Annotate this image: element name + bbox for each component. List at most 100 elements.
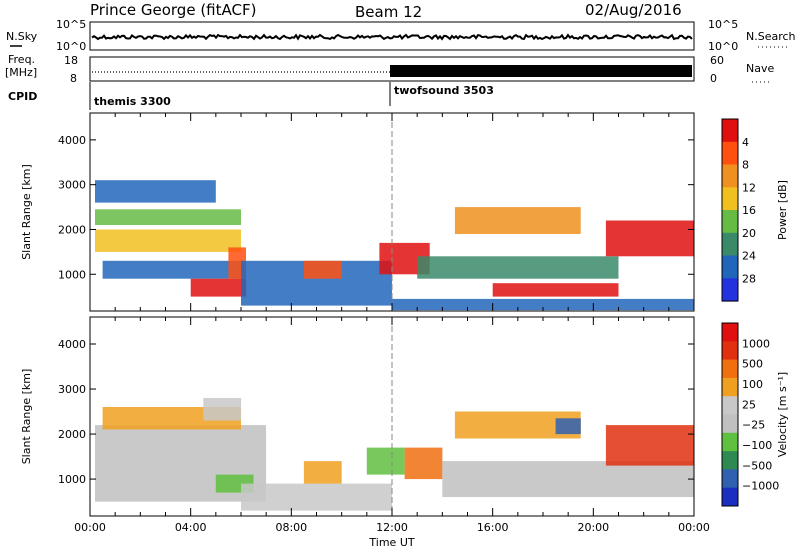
velocity-ytick-label: 4000	[58, 338, 86, 351]
nsky-trace	[91, 33, 693, 41]
velocity-xtick-label: 08:00	[275, 521, 307, 534]
freq-label-line2: [MHz]	[5, 66, 37, 79]
velocity-colorbar-segment	[722, 377, 738, 397]
station-title: Prince George (fitACF)	[90, 1, 256, 19]
freq-tick-bottom: 8	[70, 72, 77, 85]
velocity-xtick-label: 12:00	[376, 521, 408, 534]
power-colorbar-tick: 20	[742, 227, 756, 240]
velocity-colorbar-segment	[722, 323, 738, 342]
power-region-10	[492, 283, 619, 297]
nsky-label: N.Sky	[6, 30, 38, 43]
beam-title: Beam 12	[355, 3, 422, 21]
power-colorbar-segment	[722, 187, 738, 211]
velocity-region-2	[203, 398, 242, 421]
power-region-13	[392, 298, 694, 311]
nsearch-tick-top: 10^5	[708, 18, 738, 31]
nsky-tick-top: 10^5	[56, 18, 86, 31]
velocity-colorbar-segment	[722, 469, 738, 489]
velocity-colorbar-segment	[722, 451, 738, 470]
freq-strip-frame	[89, 56, 695, 82]
velocity-xtick-label: 00:00	[678, 521, 710, 534]
velocity-xtick-label: 16:00	[477, 521, 509, 534]
velocity-region-8	[442, 461, 694, 498]
power-ytick-label: 1000	[58, 268, 86, 281]
power-colorbar-frame	[721, 118, 739, 302]
velocity-xtick-label: 20:00	[577, 521, 609, 534]
nsky-trace-line	[91, 33, 693, 41]
cpid-segment-2: twofsound 3503	[394, 84, 494, 97]
power-colorbar-segment	[722, 255, 738, 279]
velocity-colorbar-tick: 500	[742, 358, 763, 371]
velocity-region-6	[366, 447, 405, 475]
velocity-colorbar-segment	[722, 487, 738, 507]
power-colorbar-segment	[722, 141, 738, 166]
power-region-4	[190, 278, 247, 297]
power-colorbar-segment	[722, 119, 738, 143]
power-colorbar-segment	[722, 232, 738, 257]
power-colorbar-segment	[722, 278, 738, 302]
velocity-colorbar-segment	[722, 414, 738, 434]
cpid-segment-1: themis 3300	[94, 95, 171, 108]
velocity-region-11	[605, 425, 694, 466]
velocity-region-5	[303, 461, 342, 484]
power-region-11	[454, 207, 581, 234]
power-region-2	[95, 180, 216, 203]
velocity-colorbar-tick: −1000	[742, 480, 779, 493]
nsky-strip-frame	[89, 21, 695, 51]
freq-tick-top: 18	[64, 54, 78, 67]
velocity-colorbar-label: Velocity [m s⁻¹]	[776, 372, 789, 457]
velocity-region-10	[555, 418, 581, 435]
velocity-xtick-label: 04:00	[175, 521, 207, 534]
power-region-9	[417, 256, 619, 279]
velocity-xtick-label: 00:00	[74, 521, 106, 534]
freq-label-line1: Freq.	[8, 53, 35, 66]
power-region-3	[102, 260, 241, 279]
power-region-7	[303, 260, 342, 279]
velocity-colorbar-segment	[722, 359, 738, 379]
nave-block-trace	[390, 65, 692, 77]
power-colorbar-tick: 12	[742, 181, 756, 194]
power-ytick-label: 3000	[58, 179, 86, 192]
power-panel: 1000 2000 3000 4000 Slant Range [km] 4 8 12 16 20…	[20, 112, 789, 312]
velocity-ylabel: Slant Range [km]	[20, 369, 33, 465]
power-colorbar-tick: 24	[742, 250, 756, 263]
power-colorbar-tick: 16	[742, 204, 756, 217]
nsky-tick-bottom: 10^0	[56, 40, 86, 53]
power-ytick-label: 2000	[58, 223, 86, 236]
power-colorbar-tick: 8	[742, 159, 749, 172]
power-region-12	[605, 220, 694, 257]
velocity-colorbar-tick: −100	[742, 439, 772, 452]
power-colorbar-tick: 28	[742, 272, 756, 285]
nave-tick-bottom: 0	[710, 72, 717, 85]
velocity-colorbar-segment	[722, 432, 738, 452]
velocity-colorbar-segment	[722, 396, 738, 415]
velocity-colorbar-tick: −25	[742, 419, 765, 432]
velocity-ytick-label: 3000	[58, 383, 86, 396]
xlabel: Time UT	[368, 536, 414, 549]
power-colorbar-label: Power [dB]	[776, 180, 789, 240]
power-ytick-label: 4000	[58, 134, 86, 147]
power-region-1	[95, 209, 241, 225]
cpid-label: CPID	[8, 90, 37, 103]
velocity-ytick-label: 1000	[58, 473, 86, 486]
velocity-colorbar-segment	[722, 341, 738, 361]
nave-tick-top: 60	[710, 54, 724, 67]
power-ylabel: Slant Range [km]	[20, 164, 33, 260]
power-region-0	[95, 229, 241, 252]
power-colorbar-tick: 4	[742, 136, 749, 149]
velocity-region-7	[404, 447, 443, 480]
velocity-colorbar-tick: 25	[742, 398, 756, 411]
velocity-colorbar-tick: −500	[742, 459, 772, 472]
velocity-colorbar-frame	[721, 322, 739, 507]
date-title: 02/Aug/2016	[585, 1, 682, 19]
velocity-panel: 1000 2000 3000 4000 Slant Range [km] 00:00 04:…	[20, 316, 789, 549]
nsearch-tick-bottom: 10^0	[708, 40, 738, 53]
velocity-colorbar-tick: 100	[742, 378, 763, 391]
velocity-region-4	[241, 483, 392, 511]
nave-label: Nave	[746, 62, 774, 75]
power-colorbar-segment	[722, 164, 738, 188]
velocity-ytick-label: 2000	[58, 428, 86, 441]
power-colorbar-segment	[722, 210, 738, 234]
